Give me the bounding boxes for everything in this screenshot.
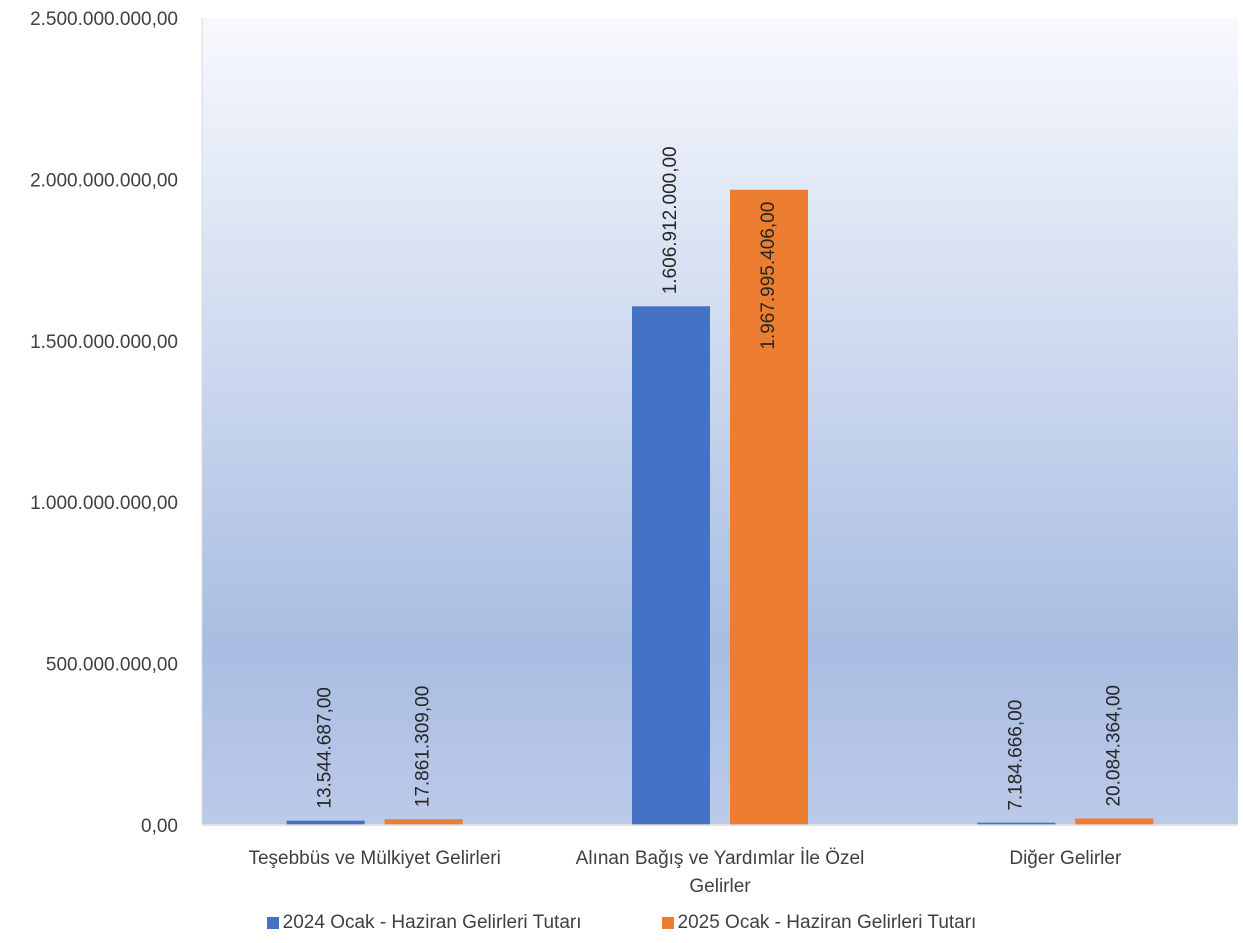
data-label: 1.967.995.406,00 [758,202,779,350]
data-label: 7.184.666,00 [1005,700,1026,811]
legend-swatch-2024 [266,917,279,929]
bar [1075,818,1154,825]
x-category-label: Diğer Gelirler [1009,848,1122,869]
y-tick-label: 1.500.000.000,00 [30,332,178,353]
bar [384,819,463,825]
data-label: 20.084.364,00 [1103,685,1124,807]
legend-item-2024: 2024 Ocak - Haziran Gelirleri Tutarı [266,912,582,934]
plot-area-background [202,18,1238,824]
x-category-label: Teşebbüs ve Mülkiyet Gelirleri [248,848,500,869]
bar-chart: 0,00 500.000.000,00 1.000.000.000,00 1.500.… [30,9,1238,897]
data-label: 1.606.912.000,00 [660,146,681,294]
legend-item-2025: 2025 Ocak - Haziran Gelirleri Tutarı [661,912,977,934]
legend-swatch-2025 [661,917,674,929]
y-tick-label: 2.000.000.000,00 [30,170,178,191]
bar [977,822,1056,825]
data-label: 17.861.309,00 [413,686,434,808]
legend-label-2025: 2025 Ocak - Haziran Gelirleri Tutarı [677,912,977,933]
legend: 2024 Ocak - Haziran Gelirleri Tutarı 202… [0,912,1243,934]
bar [730,189,808,825]
y-tick-label: 2.500.000.000,00 [30,9,178,30]
legend-label-2024: 2024 Ocak - Haziran Gelirleri Tutarı [282,912,582,933]
bar [286,820,365,825]
x-category-label: Alınan Bağış ve Yardımlar İle Özel [576,848,865,869]
data-label: 13.544.687,00 [315,687,336,809]
x-category-label: Gelirler [689,876,751,897]
y-tick-label: 500.000.000,00 [46,655,178,676]
bar [632,306,710,825]
y-tick-label: 0,00 [141,816,178,837]
y-tick-label: 1.000.000.000,00 [30,493,178,514]
